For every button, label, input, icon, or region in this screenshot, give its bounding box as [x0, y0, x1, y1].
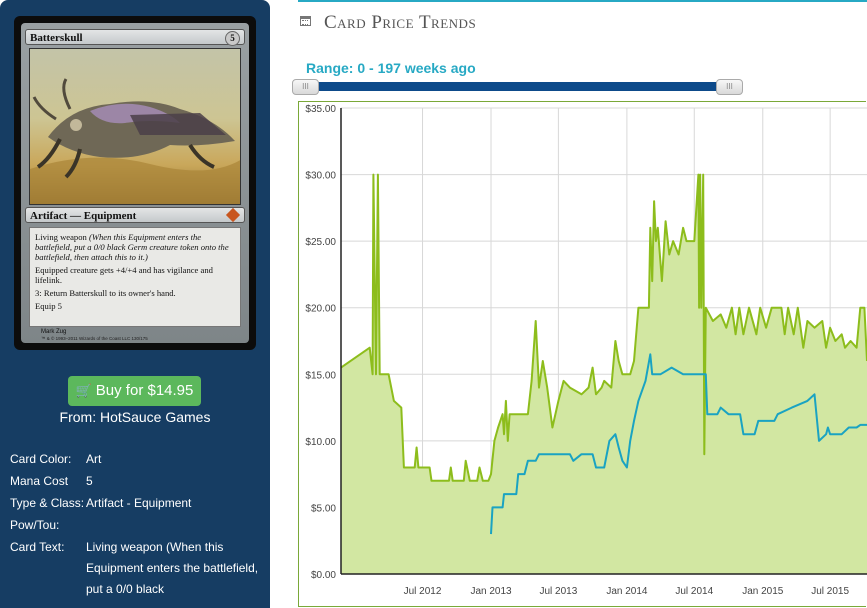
detail-key: Mana Cost [10, 474, 69, 488]
detail-key: Type & Class: [10, 496, 85, 510]
card-mana-symbol: 5 [225, 31, 240, 46]
shopping-cart-icon: 🛒 [75, 383, 92, 398]
price-trend-chart-svg: $0.00 $5.00 $10.00 $15.00 $20.00 $25.00 $30.00… [305, 104, 867, 597]
x-tick-label: Jul 2014 [675, 586, 713, 597]
detail-value: 5 [86, 474, 93, 488]
detail-key: Card Text: [10, 540, 65, 554]
x-tick-label: Jan 2013 [470, 586, 512, 597]
card-artwork [29, 48, 241, 205]
y-tick-label: $20.00 [305, 304, 336, 315]
card-artist: Mark Zug [41, 329, 67, 335]
y-tick-label: $30.00 [305, 171, 336, 182]
card-type-line: Artifact — Equipment [30, 210, 137, 222]
series-retail-line [340, 173, 867, 482]
x-tick-label: Jul 2015 [811, 586, 849, 597]
rules-line: Equip 5 [35, 301, 62, 311]
card-image: Batterskull 5 Artifact — Equipment [14, 16, 256, 350]
rules-line: 3: Return Batterskull to its owner's han… [35, 288, 176, 298]
detail-row-type: Type & Class: Artifact - Equipment [10, 496, 265, 510]
card-type-bar: Artifact — Equipment [25, 207, 245, 223]
detail-row-color: Card Color: Art [10, 452, 265, 466]
section-header: Card Price Trends [298, 0, 867, 42]
detail-key: Card Color: [10, 452, 72, 466]
series-retail-area [341, 174, 867, 574]
range-slider-handle-start[interactable]: III [292, 79, 319, 95]
y-tick-label: $15.00 [305, 370, 336, 381]
range-label: Range: 0 - 197 weeks ago [306, 60, 476, 76]
detail-value: Living weapon (When this Equipment enter… [86, 540, 259, 596]
detail-row-mana-cost: Mana Cost 5 [10, 474, 265, 488]
y-tick-label: $10.00 [305, 437, 336, 448]
card-name: Batterskull [30, 32, 83, 44]
card-rules-text: Living weapon (When this Equipment enter… [29, 227, 241, 327]
page-title: Card Price Trends [324, 12, 477, 33]
detail-row-card-text: Card Text: Living weapon (When this Equi… [10, 540, 265, 600]
buy-button[interactable]: 🛒 Buy for $14.95 [68, 376, 201, 406]
x-tick-label: Jan 2014 [606, 586, 648, 597]
card-copyright: ™ & © 1993–2011 Wizards of the Coast LLC… [41, 336, 148, 341]
card-details: Card Color: Art Mana Cost 5 Type & Class… [10, 452, 265, 608]
detail-value [86, 518, 265, 532]
range-slider-handle-end[interactable]: III [716, 79, 743, 95]
x-tick-label: Jul 2013 [539, 586, 577, 597]
card-title-bar: Batterskull 5 [25, 29, 245, 46]
calendar-icon [300, 16, 311, 26]
y-tick-label: $35.00 [305, 104, 336, 115]
range-slider-track[interactable] [298, 82, 742, 91]
germ-creature-artwork [30, 78, 240, 204]
set-symbol-icon [225, 207, 241, 223]
price-trend-chart: $0.00 $5.00 $10.00 $15.00 $20.00 $25.00 $30.00… [298, 101, 867, 607]
seller-name: From: HotSauce Games [59, 409, 211, 425]
card-sidebar: Batterskull 5 Artifact — Equipment [0, 0, 270, 608]
x-tick-label: Jan 2015 [742, 586, 784, 597]
y-tick-label: $25.00 [305, 237, 336, 248]
detail-row-pow-tou: Pow/Tou: [10, 518, 265, 532]
series-buy-line [490, 353, 867, 535]
y-tick-label: $0.00 [311, 570, 336, 581]
rules-line: Living weapon (When this Equipment enter… [35, 232, 229, 262]
buy-button-label: Buy for $14.95 [95, 382, 194, 399]
detail-value: Art [86, 452, 102, 466]
rules-line: Equipped creature gets +4/+4 and has vig… [35, 265, 213, 285]
x-tick-label: Jul 2012 [404, 586, 442, 597]
detail-key: Pow/Tou: [10, 518, 60, 532]
card-face: Batterskull 5 Artifact — Equipment [21, 23, 249, 343]
y-tick-label: $5.00 [311, 503, 336, 514]
detail-value: Artifact - Equipment [86, 496, 192, 510]
